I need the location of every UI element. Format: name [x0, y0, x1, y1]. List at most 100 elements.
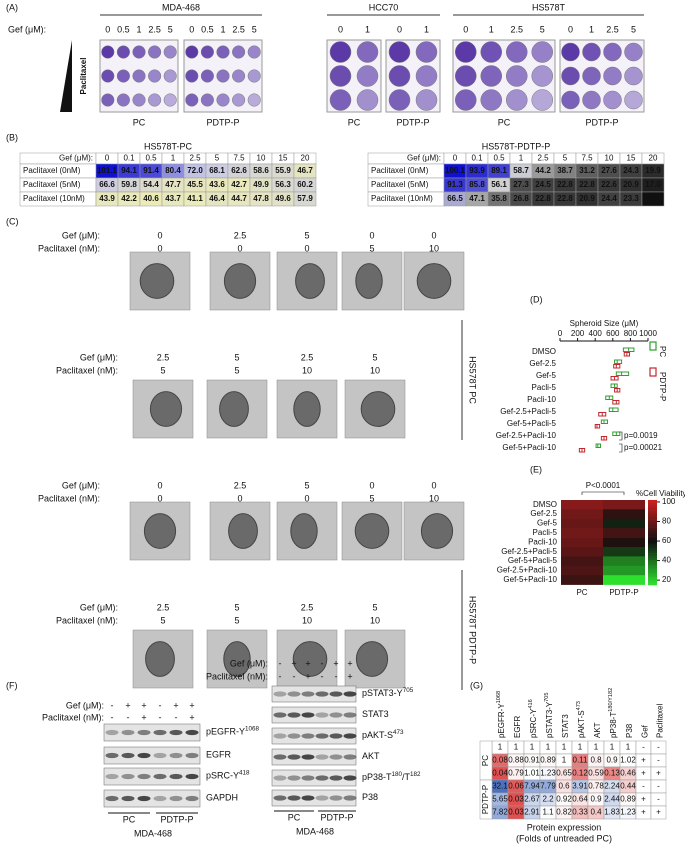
cell-value: 5.65: [492, 795, 508, 804]
panel-label: (F): [6, 680, 18, 690]
band-label-part: 1068: [245, 726, 260, 733]
well: [247, 69, 261, 83]
well: [200, 45, 214, 59]
sign: +: [305, 671, 310, 681]
cell-value: -: [642, 743, 645, 752]
heat-cell: [561, 537, 603, 548]
sign: +: [189, 712, 194, 722]
cell-value: 0.03: [508, 808, 524, 817]
gef-dose: 5: [372, 352, 377, 362]
value-label: 94.1: [121, 166, 137, 175]
band: [105, 795, 119, 802]
category-label: Pacli-10: [527, 395, 556, 404]
column-label: 0.5: [493, 154, 505, 163]
well: [388, 41, 411, 63]
band: [169, 752, 183, 759]
panel-label: (A): [6, 2, 18, 12]
band: [273, 754, 287, 760]
cell-value: 0.03: [508, 795, 524, 804]
well: [163, 45, 177, 59]
well: [185, 45, 199, 59]
row-label: Paclitaxel (5nM): [371, 180, 429, 189]
column-header-part: P38: [625, 723, 634, 738]
category-label: DMSO: [532, 347, 556, 356]
paclitaxel-dose: 0: [237, 243, 242, 253]
well: [455, 89, 477, 111]
cell-value: 2.24: [604, 782, 620, 791]
sign: -: [127, 712, 130, 722]
column-label: 10: [257, 154, 266, 163]
well: [388, 65, 411, 87]
sign: +: [347, 671, 352, 681]
x-tick-label: 0: [558, 329, 563, 338]
band: [169, 773, 183, 780]
colorbar-step: [648, 563, 657, 567]
cell-value: 2.67: [524, 795, 540, 804]
column-header-part: Gef: [641, 724, 650, 738]
band: [153, 752, 167, 759]
cell-value: 1: [514, 743, 519, 752]
sign: -: [111, 712, 114, 722]
cell-value: 32.1: [492, 782, 508, 791]
column-header: AKT: [593, 722, 602, 738]
band: [137, 773, 151, 780]
value-label: 72.0: [187, 166, 203, 175]
cell-value: 0.64: [572, 795, 588, 804]
cell-value: 2.44: [604, 795, 620, 804]
value-label: 43.9: [99, 194, 115, 203]
cell-value: 1.23: [620, 808, 636, 817]
sign: -: [279, 671, 282, 681]
cell-value: 1: [530, 743, 535, 752]
gef-label: Gef (μM):: [62, 480, 100, 490]
dose-label: 5: [252, 24, 257, 34]
well: [216, 69, 230, 83]
group-label: PDTP-P: [160, 814, 193, 824]
plate-name: PDTP-P: [396, 117, 429, 127]
band-label-part: pSTAT3-Y: [362, 688, 403, 698]
band: [185, 729, 199, 736]
colorbar-step: [648, 510, 657, 514]
band: [301, 795, 315, 801]
cell-value: 0.12: [572, 769, 588, 778]
value-label: 23.3: [623, 194, 639, 203]
value-label: 89.1: [491, 166, 507, 175]
colorbar-step: [648, 565, 657, 569]
well: [531, 41, 553, 63]
gef-dose: 0: [431, 480, 436, 490]
well: [132, 93, 146, 107]
paclitaxel-dose: 0: [304, 493, 309, 503]
well: [132, 45, 146, 59]
cell-line: MDA-468: [134, 828, 172, 838]
sign: +: [173, 700, 178, 710]
table-title: HS578T-PC: [144, 141, 193, 151]
gef-dose: 0: [369, 230, 374, 240]
blot-strip: [103, 767, 201, 786]
column-header: P38: [625, 723, 634, 738]
column-header-part: STAT3: [561, 714, 570, 738]
plate-name: PC: [498, 117, 511, 127]
blot-strip: [103, 789, 201, 808]
band-label-part: AKT: [362, 751, 380, 761]
value-label: 57.9: [297, 194, 313, 203]
colorbar-step: [648, 542, 657, 545]
well: [415, 41, 438, 63]
cell-value: +: [641, 769, 646, 778]
x-tick-label: 600: [606, 329, 620, 338]
band-label-part: 418: [239, 770, 250, 777]
paclitaxel-dose: 5: [234, 365, 239, 375]
paclitaxel-dose: 0: [237, 493, 242, 503]
value-label: 22.8: [579, 180, 595, 189]
colorbar-tick-label: 60: [662, 536, 671, 545]
value-label: 41.1: [187, 194, 203, 203]
value-label: 47.8: [253, 194, 269, 203]
cell-value: 0.06: [508, 782, 524, 791]
band-label: AKT: [362, 751, 380, 761]
gef-label: Gef (μM):: [62, 230, 100, 240]
colorbar-tick-label: 100: [662, 497, 676, 506]
header-label: Gef (μM):: [59, 154, 93, 163]
panel-label: (B): [6, 132, 18, 142]
well: [388, 89, 411, 111]
cell-value: 0.82: [556, 808, 572, 817]
well: [185, 69, 199, 83]
gef-label: Gef (μM):: [230, 658, 268, 668]
